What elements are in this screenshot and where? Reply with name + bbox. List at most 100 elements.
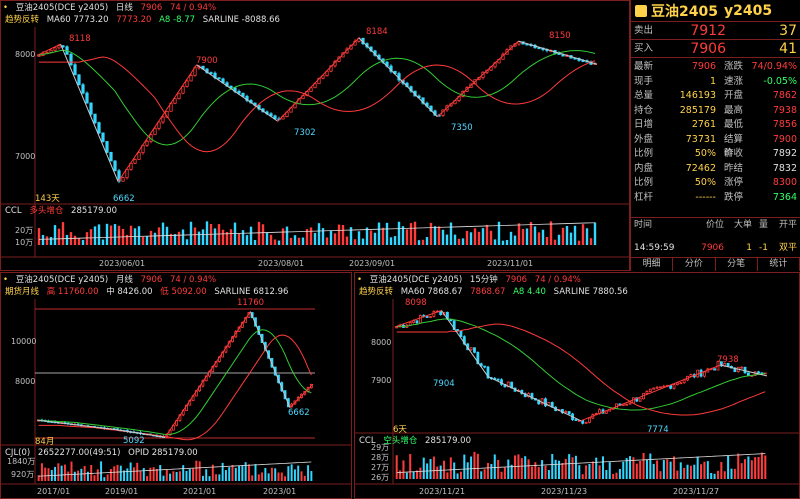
monthly-sub-name[interactable]: CJL(0) — [5, 448, 31, 458]
volume-bar — [270, 467, 273, 481]
ma60-line — [396, 318, 766, 411]
candle-body — [645, 390, 649, 394]
volume-bar — [703, 461, 706, 479]
quote-field-label: 最新 — [634, 61, 654, 72]
quote-tabs: 明细 分价 分笔 统计 — [631, 257, 800, 271]
volume-bar — [109, 469, 112, 481]
volume-bar — [740, 463, 743, 479]
volume-bar — [402, 460, 405, 479]
daily-price: 7906 — [140, 3, 163, 13]
volume-bar — [85, 232, 89, 245]
daily-indicator-name[interactable]: 趋势反转 — [5, 15, 40, 25]
monthly-sub-vol: 2652277.00(49:51) — [37, 448, 121, 458]
volume-bar — [146, 476, 149, 481]
volume-bar — [425, 237, 429, 245]
daily-chart-panel[interactable]: • 豆油2405(DCE y2405) 日线 7906 74 / 0.94% 趋… — [0, 0, 630, 271]
volume-bar — [381, 227, 385, 245]
intraday-kline-canvas[interactable] — [355, 273, 799, 498]
volume-bar — [126, 468, 129, 481]
intraday-chart-panel[interactable]: • 豆油2405(DCE y2405) 15分钟 7906 74 / 0.94%… — [354, 272, 800, 499]
volume-bar — [564, 458, 567, 479]
volume-bar — [293, 469, 296, 481]
quote-field-label: 结算价 — [724, 133, 744, 160]
volume-bar — [689, 465, 692, 479]
volume-bar — [285, 226, 289, 245]
volume-bar — [585, 465, 588, 479]
tick-row[interactable]: 14:59:59 7906 1 -1 双平 — [631, 241, 800, 255]
volume-bar — [229, 229, 233, 245]
daily-trough-label: 6662 — [113, 194, 135, 204]
volume-bar — [162, 475, 165, 481]
volume-bar — [632, 457, 635, 479]
volume-bar — [733, 468, 736, 479]
volume-bar — [509, 231, 513, 245]
volume-bar — [93, 226, 97, 245]
tab-ticks[interactable]: 分笔 — [716, 258, 758, 271]
quote-field-label: 总量 — [634, 90, 654, 101]
intraday-indicator-name[interactable]: 趋势反转 — [359, 287, 394, 297]
quote-field-label: 比例 — [634, 177, 654, 188]
candle-body — [145, 140, 149, 146]
volume-bar — [169, 473, 172, 481]
volume-bar — [727, 455, 730, 479]
intraday-sub-name[interactable]: CCL — [359, 436, 376, 446]
intraday-price: 7906 — [505, 275, 528, 285]
volume-bar — [195, 460, 198, 481]
volume-bar — [401, 226, 405, 245]
volume-bar — [432, 456, 435, 479]
monthly-indicator-name[interactable]: 期货月线 — [5, 287, 40, 297]
sarline-line — [396, 323, 766, 416]
quote-field-value: 50% — [694, 177, 716, 188]
volume-bar — [723, 471, 726, 479]
quote-row: 日增 2761 最低 7856 — [631, 118, 800, 133]
volume-bar — [571, 457, 574, 479]
monthly-chart-panel[interactable]: • 豆油2405(DCE y2405) 月线 7906 74 / 0.94% 期… — [0, 272, 352, 499]
volume-bar — [412, 471, 415, 479]
candle-body — [133, 159, 137, 164]
volume-bar — [117, 225, 121, 245]
trend-zigzag-line — [250, 311, 291, 408]
candle-body — [161, 116, 165, 123]
volume-bar — [662, 460, 665, 479]
monthly-mid: 中 8426.00 — [106, 287, 153, 297]
volume-bar — [469, 232, 473, 245]
daily-sub-name[interactable]: CCL — [5, 206, 22, 216]
volume-bar — [483, 469, 486, 479]
volume-bar — [217, 224, 221, 245]
monthly-indicator-bar: 期货月线 高 11760.00 中 8426.00 低 5092.00 SARL… — [5, 286, 293, 298]
quote-fields: 最新 7906 涨跌 74/0.94% 现手 1 速涨 -0.05% 总量 146193 开盘 786… — [631, 58, 800, 205]
volume-bar — [549, 221, 553, 245]
volume-bar — [189, 221, 193, 245]
sell-row[interactable]: 卖出 7912 37 — [631, 22, 800, 40]
intraday-title-bar: • 豆油2405(DCE y2405) 15分钟 7906 74 / 0.94% — [357, 274, 797, 286]
tab-statistics[interactable]: 统计 — [758, 258, 800, 271]
daily-sarline: SARLINE -8088.66 — [202, 15, 280, 25]
daily-period[interactable]: 日线 — [115, 3, 133, 13]
monthly-kline-canvas[interactable] — [1, 273, 351, 498]
monthly-period[interactable]: 月线 — [115, 275, 133, 285]
monthly-trough-label: 5092 — [123, 436, 145, 446]
intraday-period[interactable]: 15分钟 — [469, 275, 498, 285]
buy-row[interactable]: 买入 7906 41 — [631, 40, 800, 58]
daily-days-count: 143天 — [35, 194, 60, 204]
sarline-line — [39, 56, 596, 153]
monthly-high: 高 11760.00 — [46, 287, 99, 297]
volume-bar — [625, 458, 628, 479]
volume-bar — [585, 228, 589, 245]
trend-zigzag-line — [487, 376, 582, 422]
daily-trough-label: 7302 — [294, 128, 316, 138]
intraday-indicator-bar: 趋势反转 MA60 7868.67 7868.67 A8 4.40 SARLIN… — [359, 286, 633, 298]
tab-detail[interactable]: 明细 — [631, 258, 674, 271]
volume-bar — [537, 467, 540, 479]
quote-name: 豆油2405 — [651, 3, 718, 20]
volume-bar — [696, 456, 699, 479]
volume-bar — [553, 239, 557, 245]
volume-bar — [744, 459, 747, 479]
trend-zigzag-line — [518, 40, 598, 65]
volume-bar — [459, 471, 462, 479]
volume-bar — [493, 239, 497, 245]
volume-bar — [205, 469, 208, 481]
tab-price-breakdown[interactable]: 分价 — [673, 258, 716, 271]
daily-kline-canvas[interactable] — [1, 1, 629, 270]
volume-bar — [221, 462, 224, 481]
